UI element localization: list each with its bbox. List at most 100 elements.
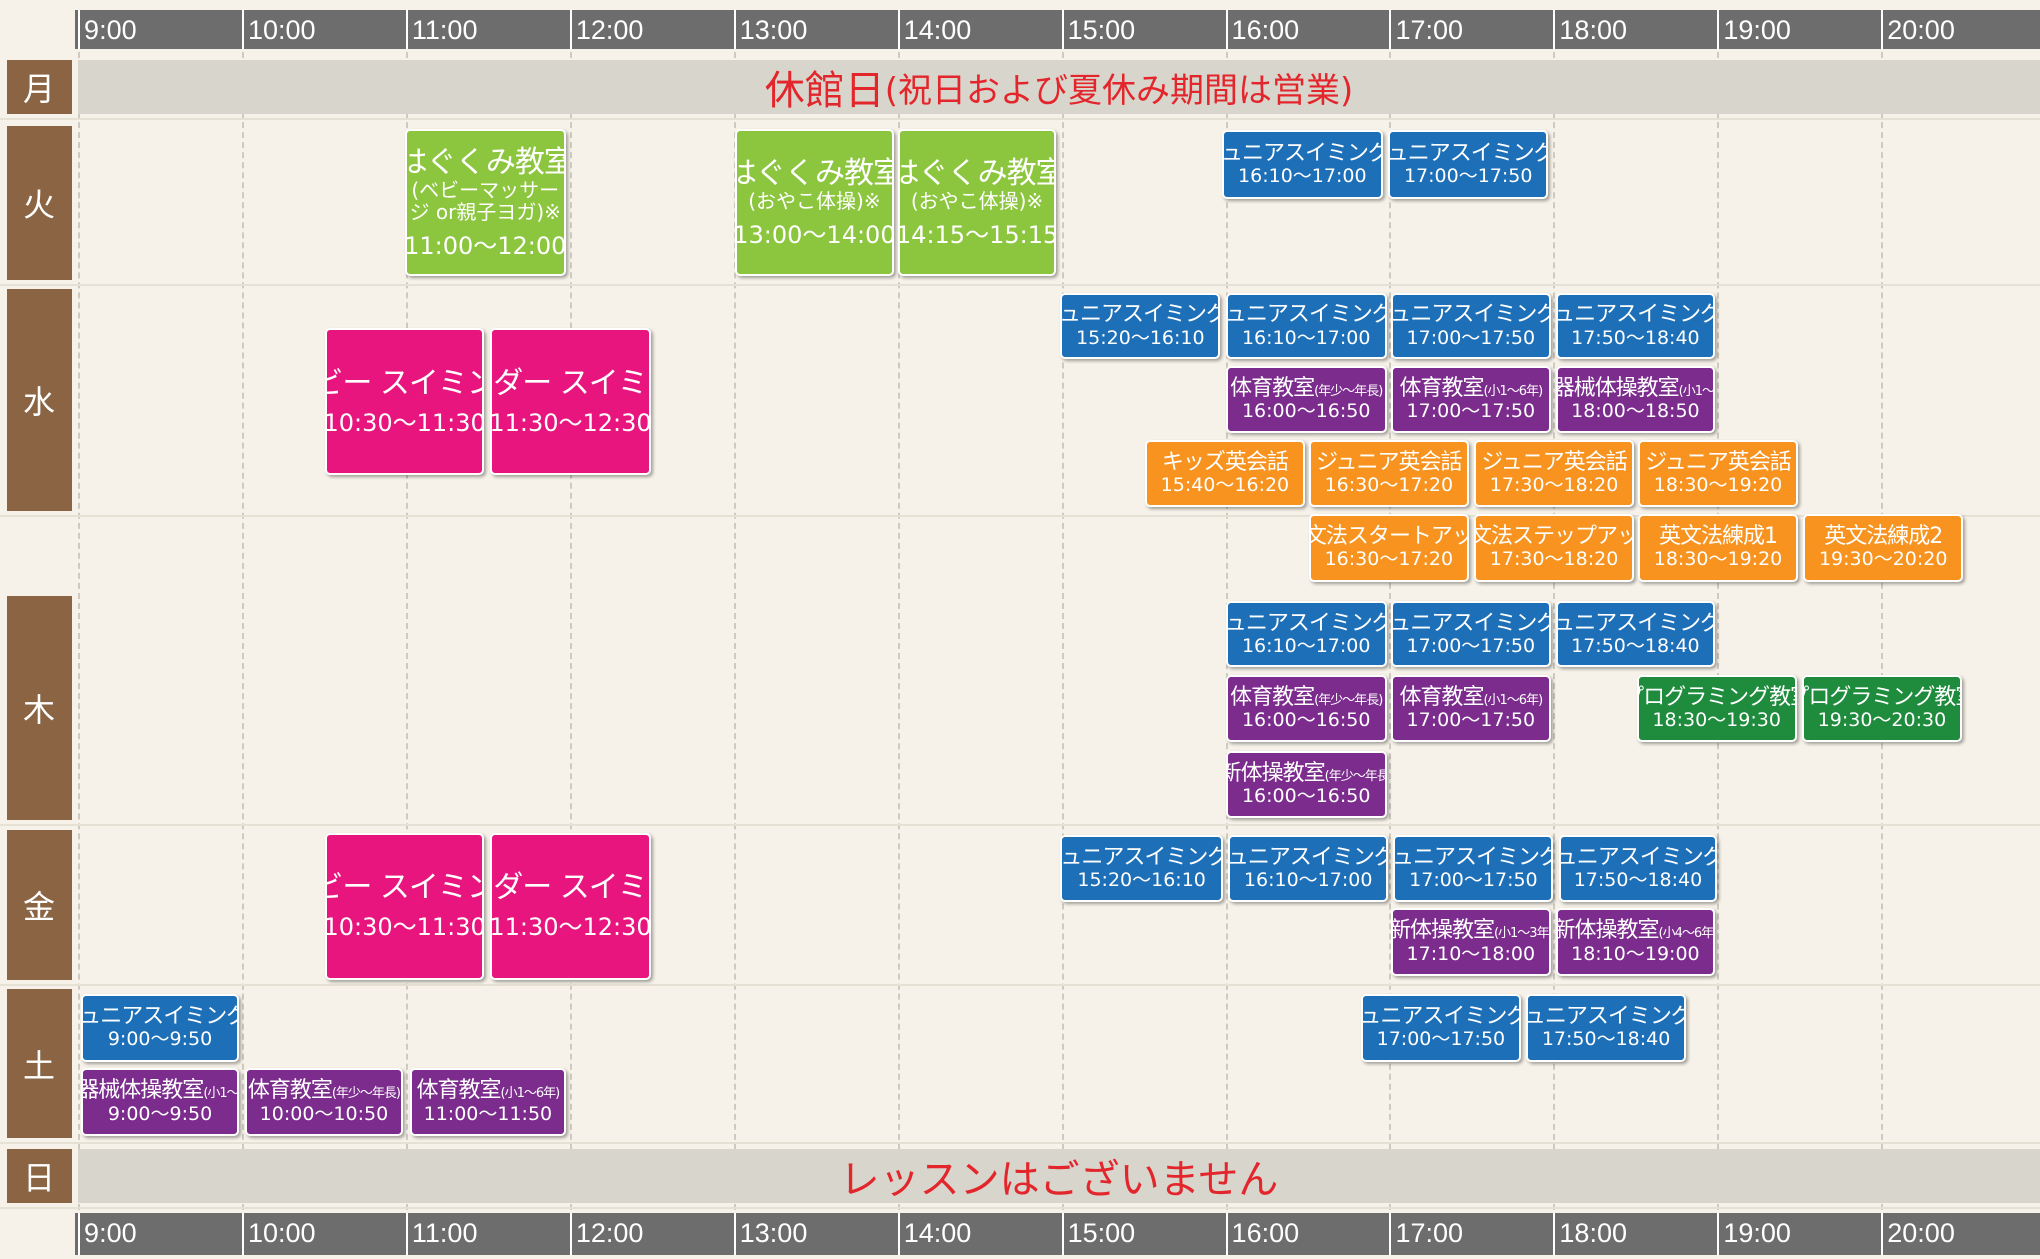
grid-line: [1881, 52, 1884, 1210]
lesson-name: ジュニアスイミングD: [1561, 844, 1716, 870]
lesson-block: 新体操教室(小4〜6年) 18:10〜19:00: [1556, 908, 1715, 976]
lesson-title: ジュニアスイミングD: [1561, 844, 1716, 870]
lesson-name: ジュニアスイミングA: [1060, 844, 1221, 870]
time-tick: 12:00: [569, 1212, 734, 1256]
time-header: 9:00 10:00 11:00 12:00 13:00 14:00 15:00 16:00 1…: [75, 1212, 2040, 1256]
lesson-time: 16:00〜16:50: [1241, 400, 1371, 423]
lesson-time: 16:10〜17:00: [1241, 634, 1371, 657]
grid-line: [569, 52, 572, 1210]
lesson-time: 16:10〜17:00: [1241, 326, 1371, 349]
lesson-time: 11:00〜12:00: [404, 231, 566, 260]
row-line: [0, 283, 2040, 286]
lesson-time: 17:30〜18:20: [1489, 548, 1619, 571]
time-tick: 13:00: [733, 10, 898, 50]
lesson-block: 英文法ステップアップ17:30〜18:20: [1474, 513, 1635, 582]
lesson-title: 体育教室(年少〜年長): [1230, 375, 1383, 401]
lesson-title: キンダー スイミング: [492, 367, 648, 400]
lesson-name: ジュニアスイミングB: [1221, 141, 1381, 167]
lesson-block: はぐくみ教室 (おやこ体操)※ 13:00〜14:00: [735, 128, 894, 276]
lesson-title: 英文法ステップアップ: [1476, 525, 1632, 549]
lesson-name: 体育教室: [416, 1078, 502, 1104]
lesson-time: 17:50〜18:40: [1571, 326, 1700, 349]
lesson-title: はぐくみ教室: [404, 144, 566, 180]
lesson-title: ジュニアスイミングC: [1363, 1005, 1519, 1029]
time-tick: 11:00: [405, 10, 570, 50]
lesson-time: 11:30〜12:30: [490, 408, 651, 437]
lesson-time: 10:00〜10:50: [259, 1102, 389, 1125]
lesson-title: 体育教室(年少〜年長): [248, 1079, 401, 1103]
lesson-title: はぐくみ教室: [737, 157, 892, 190]
lesson-name: キンダー スイミング: [492, 870, 648, 906]
lesson-title: ジュニアスイミングC: [1395, 845, 1551, 870]
row-line: [0, 1142, 2040, 1145]
time-tick: 11:00: [405, 1212, 570, 1256]
lesson-name: ジュニアスイミングC: [1388, 141, 1546, 167]
day-label: 金: [6, 830, 72, 980]
lesson-block: 英文法練成1 18:30〜19:20: [1637, 513, 1798, 582]
lesson-title: 英文法スタートアップ: [1311, 524, 1467, 550]
time-tick: 17:00: [1389, 1212, 1553, 1256]
lesson-time: 18:30〜19:20: [1653, 548, 1783, 571]
lesson-time: 11:30〜12:30: [490, 913, 651, 942]
lesson-title: ジュニアスイミングC: [1390, 302, 1549, 328]
lesson-title: ジュニアスイミングC: [1390, 610, 1549, 636]
lesson-name: はぐくみ教室: [404, 144, 566, 180]
lesson-block: 英文法練成2 19:30〜20:20: [1803, 513, 1964, 582]
lesson-block: ジュニアスイミングC17:00〜17:50: [1390, 292, 1551, 360]
lesson-title: ジュニア英会話: [1645, 450, 1791, 476]
lesson-block: ジュニアスイミングB16:10〜17:00: [1225, 601, 1387, 668]
lesson-block: ベビー スイミング 10:30〜11:30: [325, 327, 484, 475]
lesson-name: ジュニア英会話: [1645, 450, 1791, 476]
day-label: 日: [6, 1148, 72, 1204]
lesson-name: 器械体操教室: [1556, 375, 1680, 401]
row-line: [0, 118, 2040, 121]
lesson-time: 18:00〜18:50: [1571, 400, 1700, 423]
lesson-block: 体育教室(小1〜6年) 17:00〜17:50: [1390, 365, 1551, 434]
lesson-name: ジュニアスイミングC: [1390, 610, 1549, 636]
lesson-note: (年少〜年長): [1314, 692, 1383, 708]
lesson-time: 18:30〜19:20: [1653, 474, 1783, 497]
lesson-time: 14:15〜15:15: [897, 220, 1057, 249]
lesson-name: プログラミング教室: [1639, 684, 1795, 710]
time-tick: 14:00: [897, 1212, 1062, 1256]
row-line: [0, 515, 2040, 518]
lesson-note: (小1〜3年): [1493, 926, 1551, 942]
lesson-name: プログラミング教室: [1804, 684, 1960, 710]
lesson-name: ジュニアスイミングD: [1528, 1004, 1684, 1030]
lesson-title: ジュニアスイミングC: [1388, 141, 1546, 167]
grid-line: [733, 52, 736, 1210]
lesson-title: 体育教室(小1〜6年): [1399, 685, 1543, 710]
lesson-time: 17:00〜17:50: [1403, 165, 1533, 188]
lesson-title: ベビー スイミング: [327, 871, 482, 904]
lesson-note: (年少〜年長): [331, 1086, 401, 1102]
lesson-title: 新体操教室(小1〜3年): [1393, 919, 1551, 943]
lesson-block: ジュニアスイミングB16:10〜17:00: [1228, 835, 1389, 902]
lesson-time: 16:30〜17:20: [1324, 474, 1454, 497]
lesson-time: 17:00〜17:50: [1409, 869, 1538, 892]
lesson-block: ジュニアスイミングC17:00〜17:50: [1360, 993, 1521, 1062]
day-label: 水: [6, 288, 72, 512]
lesson-time: 16:00〜16:50: [1241, 709, 1371, 732]
lesson-name: 英文法スタートアップ: [1311, 524, 1467, 550]
lesson-title: ジュニアスイミングB: [1228, 611, 1385, 636]
lesson-title: ジュニア英会話: [1481, 450, 1627, 476]
lesson-time: 16:10〜17:00: [1238, 165, 1367, 188]
grid-line: [78, 52, 81, 1210]
lesson-title: ジュニアスイミングS: [83, 1005, 238, 1029]
lesson-time: 15:20〜16:10: [1076, 326, 1205, 349]
lesson-note: (小4〜6年): [1658, 926, 1715, 942]
lesson-block: ジュニア英会話 17:30〜18:20: [1474, 439, 1635, 508]
lesson-time: 19:30〜20:30: [1817, 709, 1947, 732]
lesson-title: はぐくみ教室: [900, 157, 1055, 190]
lesson-title: 英文法練成1: [1659, 525, 1778, 549]
lesson-time: 17:50〜18:40: [1541, 1028, 1671, 1051]
lesson-name: ジュニアスイミングC: [1390, 302, 1549, 328]
lesson-name: 体育教室: [1230, 375, 1315, 401]
lesson-name: ジュニア英会話: [1481, 450, 1627, 476]
lesson-name: ジュニアスイミングD: [1558, 610, 1713, 636]
lesson-time: 13:00〜14:00: [735, 220, 894, 249]
lesson-block: キンダー スイミング 11:30〜12:30: [490, 327, 651, 475]
lesson-name: ジュニアスイミングB: [1228, 844, 1386, 870]
lesson-time: 10:30〜11:30: [325, 913, 484, 942]
